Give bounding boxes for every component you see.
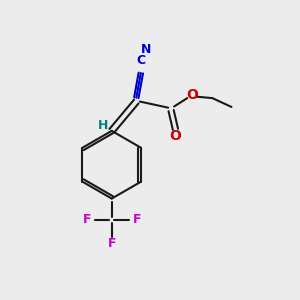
Text: F: F (107, 237, 116, 250)
Text: H: H (98, 119, 109, 132)
Text: N: N (141, 43, 151, 56)
Text: C: C (136, 54, 146, 67)
Text: O: O (169, 129, 181, 143)
Text: F: F (133, 213, 141, 226)
Text: O: O (186, 88, 198, 102)
Text: F: F (82, 213, 91, 226)
